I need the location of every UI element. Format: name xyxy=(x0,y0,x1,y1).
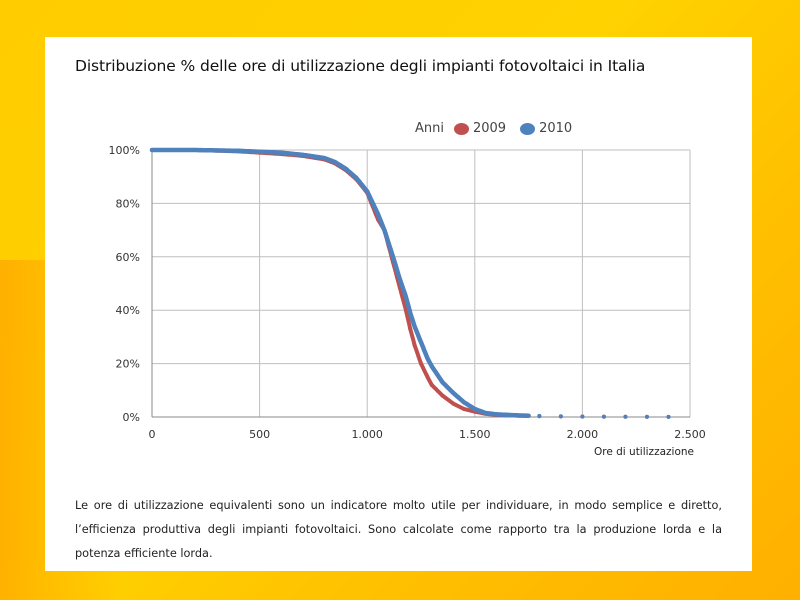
data-point-2010 xyxy=(537,413,542,418)
data-point-2010 xyxy=(391,254,396,259)
data-point-2009 xyxy=(403,308,408,313)
data-point-2010 xyxy=(397,276,402,281)
data-point-2010 xyxy=(419,340,423,345)
y-tick-label: 0% xyxy=(123,411,140,424)
data-point-2010 xyxy=(462,400,467,405)
x-tick-label: 1.500 xyxy=(459,428,491,441)
data-point-2010 xyxy=(403,294,408,299)
data-point-2010 xyxy=(300,152,305,157)
data-point-2010 xyxy=(408,310,413,315)
description-text: Le ore di utilizzazione equivalenti sono… xyxy=(75,499,722,560)
legend-label-2010: 2010 xyxy=(539,121,573,136)
y-tick-label: 80% xyxy=(116,197,140,210)
data-point-2010 xyxy=(412,324,417,329)
x-tick-label: 2.000 xyxy=(567,428,599,441)
chart-ticks: 0% 20% 40% 60% 80% 100% 0 500 1.000 1.500 2.000 2.5… xyxy=(109,144,706,441)
data-point-2010 xyxy=(494,412,499,417)
series-2010 xyxy=(149,147,671,419)
data-point-2010 xyxy=(279,150,284,155)
data-point-2010 xyxy=(354,176,359,181)
legend-swatch-2009 xyxy=(453,122,469,135)
data-point-2010 xyxy=(382,228,387,233)
data-point-2009 xyxy=(451,401,456,406)
chart-legend: Anni 2009 2010 xyxy=(415,121,586,136)
x-axis-title: Ore di utilizzazione xyxy=(594,446,694,458)
data-point-2010 xyxy=(601,414,606,419)
data-point-2010 xyxy=(332,160,337,165)
chart-series xyxy=(149,147,671,419)
legend-entry-2009: 2009 xyxy=(453,121,507,136)
data-point-2010 xyxy=(365,189,370,194)
series-2009 xyxy=(150,148,671,419)
x-tick-label: 2.500 xyxy=(674,428,706,441)
data-point-2010 xyxy=(580,414,585,419)
data-point-2010 xyxy=(425,356,430,361)
data-point-2010 xyxy=(515,413,520,418)
data-point-2010 xyxy=(451,390,456,395)
data-point-2009 xyxy=(412,342,417,347)
y-tick-label: 100% xyxy=(109,144,140,157)
data-point-2010 xyxy=(236,148,241,153)
chart-title: Distribuzione % delle ore di utilizzazio… xyxy=(75,57,646,75)
legend-title: Anni xyxy=(415,121,444,136)
data-point-2009 xyxy=(419,361,423,366)
data-point-2010 xyxy=(322,156,327,161)
x-tick-label: 500 xyxy=(249,428,270,441)
y-tick-label: 20% xyxy=(116,358,140,371)
data-point-2010 xyxy=(386,241,391,246)
data-point-2009 xyxy=(425,374,430,379)
data-point-2010 xyxy=(429,364,434,369)
chart-axes xyxy=(151,150,690,418)
data-point-2010 xyxy=(343,166,348,171)
data-point-2010 xyxy=(483,410,488,415)
data-point-2010 xyxy=(375,212,380,217)
series-line-2010 xyxy=(149,147,531,418)
legend-entry-2010: 2010 xyxy=(520,121,572,136)
x-tick-label: 1.000 xyxy=(351,428,383,441)
chart-panel: Distribuzione % delle ore di utilizzazio… xyxy=(45,37,752,571)
data-point-2010 xyxy=(558,414,563,419)
data-point-2010 xyxy=(150,148,154,152)
data-point-2009 xyxy=(440,393,445,398)
data-point-2009 xyxy=(408,326,413,331)
y-tick-label: 40% xyxy=(116,304,140,317)
data-point-2009 xyxy=(429,382,434,387)
data-point-2010 xyxy=(193,148,198,152)
data-point-2010 xyxy=(440,380,445,385)
x-tick-label: 0 xyxy=(149,428,156,441)
data-point-2009 xyxy=(462,406,467,411)
y-tick-label: 60% xyxy=(116,251,140,264)
data-point-2010 xyxy=(623,414,628,419)
series-line-2009 xyxy=(150,148,531,418)
legend-swatch-2010 xyxy=(520,122,536,135)
data-point-2010 xyxy=(472,406,477,411)
chart-grid xyxy=(151,149,691,418)
data-point-2010 xyxy=(644,414,649,419)
legend-label-2009: 2009 xyxy=(472,121,507,136)
data-point-2010 xyxy=(666,414,671,419)
chart-svg: 0% 20% 40% 60% 80% 100% 0 500 1.000 1.500 2.000 2.5… xyxy=(109,144,706,458)
